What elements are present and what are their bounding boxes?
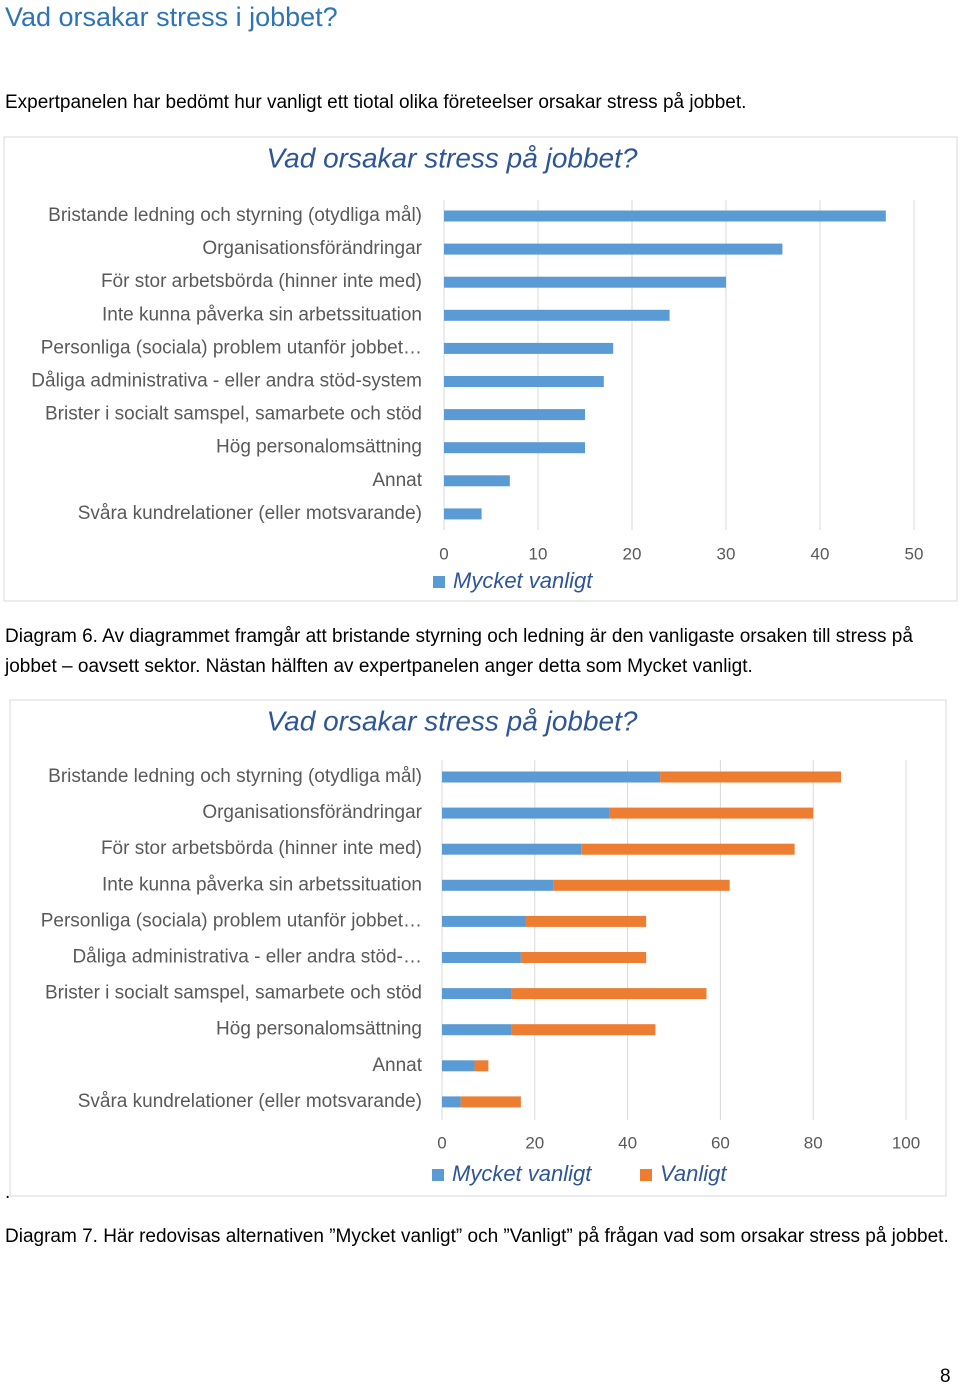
- y-tick-label: För stor arbetsbörda (hinner inte med): [101, 838, 422, 859]
- y-tick-label: Bristande ledning och styrning (otydliga…: [48, 205, 422, 226]
- y-tick-label: Brister i socialt samspel, samarbete och…: [45, 983, 422, 1004]
- bar: [474, 1060, 489, 1072]
- chart-title: Vad orsakar stress på jobbet?: [267, 142, 638, 173]
- stray-mark: .: [5, 1182, 11, 1203]
- chart-title: Vad orsakar stress på jobbet?: [267, 705, 638, 736]
- bar: [442, 879, 554, 891]
- chart-frame: [9, 699, 947, 1197]
- bar: [553, 879, 730, 891]
- y-tick-label: Svåra kundrelationer (eller motsvarande): [78, 1091, 422, 1112]
- page-title: Vad orsakar stress i jobbet?: [5, 2, 338, 32]
- bar: [511, 988, 707, 1000]
- bar: [520, 952, 647, 963]
- x-tick-label: 0: [439, 544, 448, 563]
- bar: [444, 309, 670, 321]
- x-tick-label: 80: [804, 1133, 823, 1152]
- x-tick-label: 0: [437, 1133, 446, 1152]
- bar: [444, 376, 604, 387]
- bar: [442, 1024, 512, 1036]
- x-tick-label: 40: [618, 1133, 637, 1152]
- legend-swatch: [432, 1169, 444, 1181]
- bar: [442, 988, 512, 1000]
- page-number: 8: [940, 1366, 951, 1387]
- bar: [511, 1024, 656, 1036]
- y-tick-label: Svåra kundrelationer (eller motsvarande): [78, 503, 422, 524]
- y-tick-label: Organisationsförändringar: [202, 802, 422, 823]
- legend-label: Vanligt: [660, 1161, 727, 1186]
- legend-label: Mycket vanligt: [452, 1161, 592, 1186]
- bar: [442, 771, 661, 783]
- x-tick-label: 20: [623, 544, 642, 563]
- bar: [444, 475, 510, 487]
- x-tick-label: 10: [529, 544, 548, 563]
- bar: [581, 843, 795, 855]
- bar: [442, 915, 526, 927]
- y-tick-label: För stor arbetsbörda (hinner inte med): [101, 271, 422, 292]
- bar: [609, 807, 814, 819]
- x-tick-label: 100: [892, 1133, 920, 1152]
- intro: Expertpanelen har bedömt hur vanligt ett…: [5, 92, 747, 113]
- x-tick-label: 40: [811, 544, 830, 563]
- y-tick-label: Annat: [372, 1055, 422, 1076]
- y-tick-label: Dåliga administrativa - eller andra stöd…: [31, 371, 422, 392]
- x-tick-label: 20: [525, 1133, 544, 1152]
- caption: Diagram 6. Av diagrammet framgår att bri…: [5, 626, 913, 677]
- bar: [442, 843, 582, 855]
- y-tick-label: Organisationsförändringar: [202, 238, 422, 259]
- bar: [444, 442, 585, 454]
- bar: [444, 342, 614, 354]
- y-tick-label: Hög personalomsättning: [216, 1019, 422, 1040]
- x-tick-label: 30: [717, 544, 736, 563]
- bar: [444, 409, 585, 421]
- y-tick-label: Inte kunna påverka sin arbetssituation: [102, 874, 422, 895]
- bar: [442, 1060, 475, 1072]
- x-tick-label: 60: [711, 1133, 730, 1152]
- x-tick-label: 50: [905, 544, 924, 563]
- y-tick-label: Brister i socialt samspel, samarbete och…: [45, 404, 422, 425]
- bar: [460, 1096, 521, 1108]
- bar: [442, 807, 610, 819]
- bar: [442, 1096, 461, 1108]
- legend-swatch: [433, 576, 445, 588]
- chart: Vad orsakar stress på jobbet? 0 20 40 60 80 10…: [9, 699, 947, 1197]
- y-tick-label: Dåliga administrativa - eller andra stöd…: [72, 947, 422, 968]
- bar: [444, 210, 886, 222]
- legend-label: Mycket vanligt: [453, 568, 593, 593]
- y-tick-label: Personliga (sociala) problem utanför job…: [41, 910, 422, 931]
- bar: [442, 952, 521, 963]
- y-tick-label: Bristande ledning och styrning (otydliga…: [48, 766, 422, 787]
- y-tick-label: Inte kunna påverka sin arbetssituation: [102, 304, 422, 325]
- legend-swatch: [640, 1169, 652, 1181]
- bar: [444, 508, 482, 520]
- bar: [444, 276, 726, 288]
- y-tick-label: Annat: [372, 470, 422, 491]
- bar: [660, 771, 842, 783]
- y-tick-label: Personliga (sociala) problem utanför job…: [41, 337, 422, 358]
- chart: Vad orsakar stress på jobbet? 0 10 20 30 40 50…: [3, 136, 958, 602]
- caption: Diagram 7. Här redovisas alternativen ”M…: [5, 1226, 949, 1247]
- bar: [444, 243, 783, 255]
- y-tick-label: Hög personalomsättning: [216, 437, 422, 458]
- bar: [525, 915, 647, 927]
